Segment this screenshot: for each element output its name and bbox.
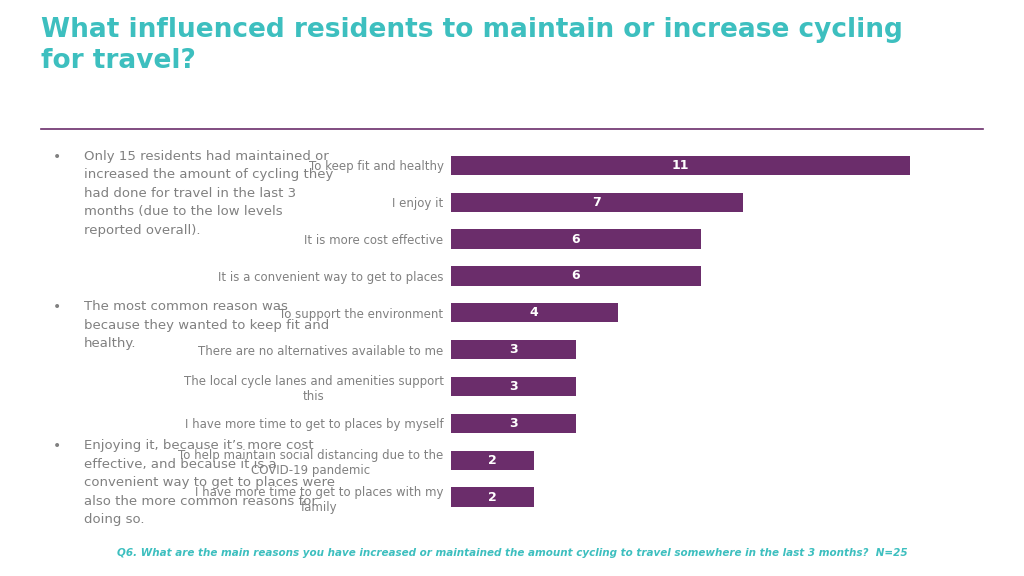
Bar: [451, 192, 742, 212]
Bar: [451, 450, 535, 470]
Text: 6: 6: [571, 270, 581, 282]
Bar: [451, 377, 575, 396]
Bar: [451, 229, 701, 249]
Text: 3: 3: [509, 343, 517, 356]
Text: •: •: [52, 439, 60, 453]
Text: The most common reason was
because they wanted to keep fit and
healthy.: The most common reason was because they …: [84, 300, 329, 350]
Text: •: •: [52, 300, 60, 314]
Text: Enjoying it, because it’s more cost
effective, and because it is a
convenient wa: Enjoying it, because it’s more cost effe…: [84, 439, 335, 526]
Text: What influenced residents to maintain or increase cycling
for travel?: What influenced residents to maintain or…: [41, 17, 903, 74]
Text: 6: 6: [571, 233, 581, 245]
Text: 2: 2: [487, 454, 497, 467]
Bar: [451, 156, 909, 175]
Text: Q6. What are the main reasons you have increased or maintained the amount cyclin: Q6. What are the main reasons you have i…: [117, 548, 907, 558]
Bar: [451, 487, 535, 507]
Text: 11: 11: [672, 159, 689, 172]
Text: Only 15 residents had maintained or
increased the amount of cycling they
had don: Only 15 residents had maintained or incr…: [84, 150, 333, 237]
Text: •: •: [52, 150, 60, 164]
Text: 4: 4: [529, 306, 539, 319]
Text: 3: 3: [509, 380, 517, 393]
Bar: [451, 414, 575, 433]
Text: 2: 2: [487, 491, 497, 503]
Bar: [451, 266, 701, 286]
Bar: [451, 303, 617, 323]
Bar: [451, 340, 575, 359]
Text: 7: 7: [592, 196, 601, 209]
Text: 3: 3: [509, 417, 517, 430]
